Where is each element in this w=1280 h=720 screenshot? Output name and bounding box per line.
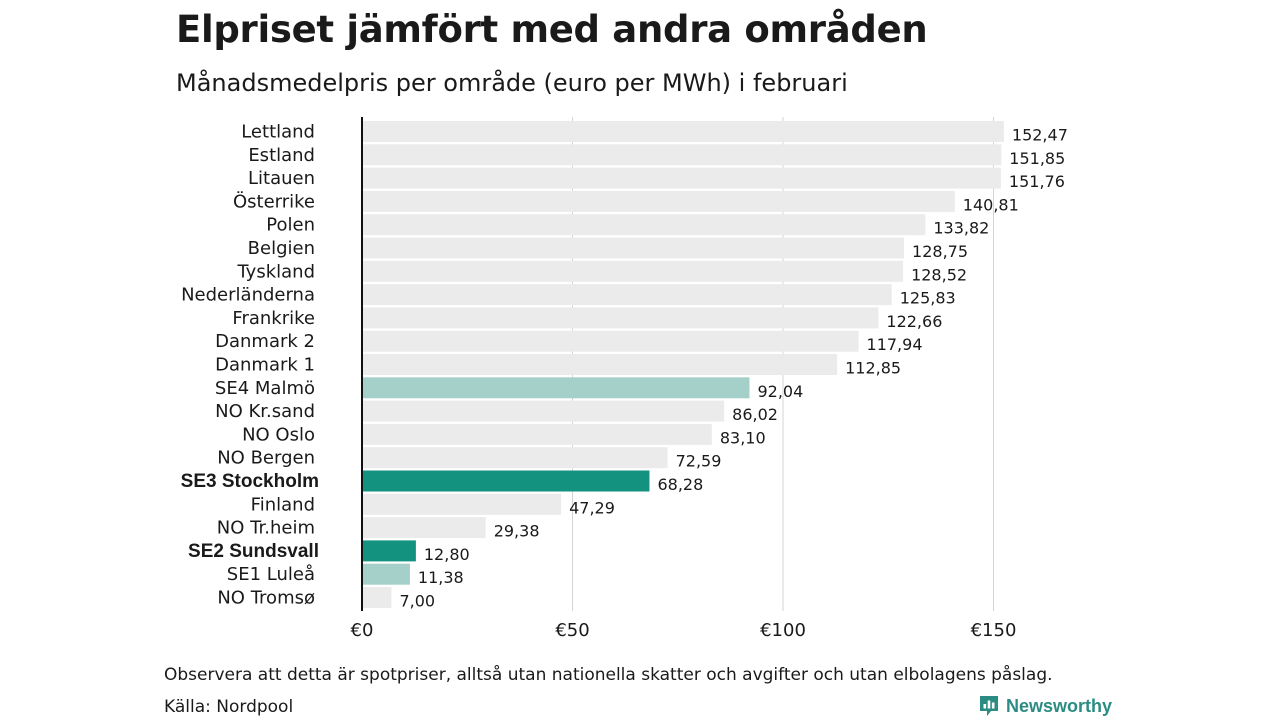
value-label: 151,85 bbox=[1009, 149, 1065, 168]
value-label: 112,85 bbox=[845, 359, 901, 378]
category-label: SE1 Luleå bbox=[227, 564, 315, 585]
value-label: 83,10 bbox=[720, 428, 766, 447]
value-label: 12,80 bbox=[424, 545, 470, 564]
value-label: 133,82 bbox=[933, 219, 989, 238]
value-label: 92,04 bbox=[757, 382, 803, 401]
value-label: 140,81 bbox=[963, 195, 1019, 214]
bar bbox=[362, 167, 1001, 189]
bar bbox=[362, 517, 486, 539]
value-label: 128,52 bbox=[911, 265, 967, 284]
chart-title: Elpriset jämfört med andra områden bbox=[176, 8, 928, 51]
bar bbox=[362, 423, 712, 445]
brand-logo: Newsworthy bbox=[978, 694, 1112, 718]
value-label: 152,47 bbox=[1012, 126, 1068, 145]
bar bbox=[362, 260, 904, 282]
bar bbox=[362, 284, 892, 306]
value-label: 68,28 bbox=[657, 475, 703, 494]
bar bbox=[362, 563, 410, 585]
value-label: 125,83 bbox=[900, 289, 956, 308]
category-label: Finland bbox=[251, 494, 315, 515]
category-label: NO Bergen bbox=[217, 448, 315, 469]
value-label: 47,29 bbox=[569, 498, 615, 517]
bar bbox=[362, 121, 1004, 142]
value-label: 72,59 bbox=[676, 452, 722, 471]
bar bbox=[362, 400, 725, 422]
category-label: Polen bbox=[266, 215, 315, 236]
bar bbox=[362, 237, 905, 259]
category-label: Österrike bbox=[233, 190, 315, 212]
value-label: 86,02 bbox=[732, 405, 778, 424]
bar bbox=[362, 493, 562, 515]
value-label: 11,38 bbox=[418, 568, 464, 587]
x-tick-label: €0 bbox=[351, 620, 374, 641]
category-label: NO Oslo bbox=[242, 424, 315, 445]
category-label: NO Tr.heim bbox=[217, 518, 315, 539]
bar bbox=[362, 190, 955, 212]
value-labels: 152,47 151,85 151,76 140,81 133,82 128,75 128,… bbox=[399, 126, 1067, 611]
category-label: Frankrike bbox=[232, 308, 315, 329]
bar bbox=[362, 144, 1002, 166]
value-label: 7,00 bbox=[399, 592, 435, 611]
x-tick-label: €150 bbox=[971, 620, 1017, 641]
bar bbox=[362, 470, 650, 492]
category-label: SE3 Stockholm bbox=[181, 471, 319, 492]
value-label: 122,66 bbox=[886, 312, 942, 331]
category-label: Estland bbox=[248, 145, 315, 166]
category-label: Litauen bbox=[248, 168, 315, 189]
category-label: Belgien bbox=[248, 238, 315, 259]
value-label: 151,76 bbox=[1009, 172, 1065, 191]
category-label: Tyskland bbox=[236, 261, 315, 282]
category-label: Danmark 1 bbox=[215, 355, 315, 376]
bar bbox=[362, 540, 416, 562]
category-label: Lettland bbox=[241, 122, 315, 143]
category-label: SE4 Malmö bbox=[215, 378, 315, 399]
category-label: NO Kr.sand bbox=[215, 401, 315, 422]
bar bbox=[362, 307, 879, 329]
chart-subtitle: Månadsmedelpris per område (euro per MWh… bbox=[176, 69, 848, 97]
value-label: 117,94 bbox=[867, 335, 923, 354]
bar bbox=[362, 447, 668, 469]
bar bbox=[362, 354, 838, 375]
category-label: SE2 Sundsvall bbox=[188, 541, 319, 562]
x-tick-label: €100 bbox=[760, 620, 806, 641]
category-label: Nederländerna bbox=[181, 285, 315, 306]
brand-name: Newsworthy bbox=[1006, 695, 1113, 716]
x-tick-label: €50 bbox=[555, 620, 589, 641]
bar bbox=[362, 330, 859, 352]
value-label: 128,75 bbox=[912, 242, 968, 261]
bar bbox=[362, 214, 926, 236]
category-label: NO Tromsø bbox=[217, 588, 315, 609]
source-note: Källa: Nordpool bbox=[164, 697, 294, 717]
newsworthy-logo-icon bbox=[980, 696, 998, 716]
bar bbox=[362, 587, 392, 608]
value-label: 29,38 bbox=[494, 522, 540, 541]
footnote: Observera att detta är spotpriser, allts… bbox=[164, 665, 1053, 685]
x-axis-ticks: €0 €50 €100 €150 bbox=[351, 620, 1017, 641]
bar bbox=[362, 377, 750, 399]
category-label: Danmark 2 bbox=[215, 331, 315, 352]
bars bbox=[362, 121, 1004, 608]
